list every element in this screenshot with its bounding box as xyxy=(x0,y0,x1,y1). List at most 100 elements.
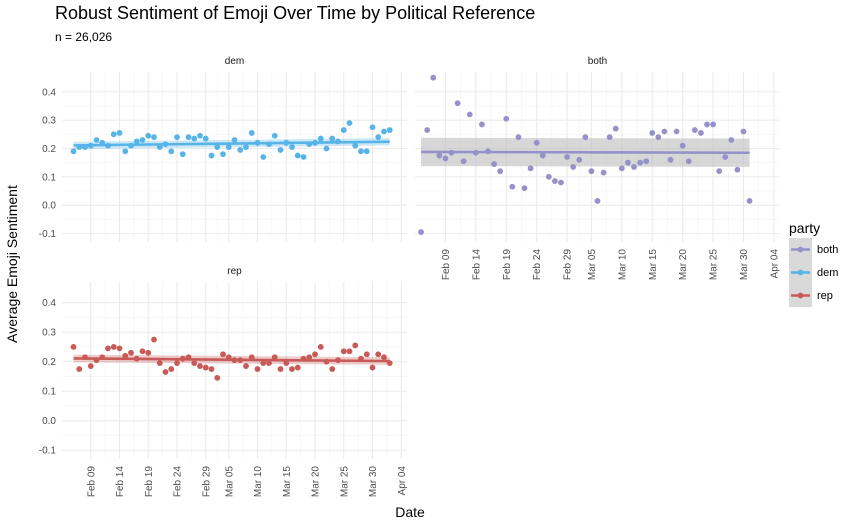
data-point-both xyxy=(479,121,485,128)
data-point-dem xyxy=(214,144,221,150)
data-point-rep xyxy=(208,366,215,372)
data-point-dem xyxy=(289,144,295,150)
data-point-dem xyxy=(185,134,192,141)
data-point-rep xyxy=(363,351,370,358)
data-point-dem xyxy=(243,144,249,150)
data-point-dem xyxy=(260,154,267,160)
x-tick-label: Feb 19 xyxy=(502,249,513,281)
y-tick-label: 0.1 xyxy=(42,172,56,183)
x-tick-label: Feb 09 xyxy=(86,466,97,498)
y-tick-label: -0.1 xyxy=(39,229,57,240)
x-tick-label: Mar 05 xyxy=(224,466,235,498)
data-point-dem xyxy=(358,148,364,155)
data-point-both xyxy=(442,155,449,162)
data-point-dem xyxy=(352,142,359,149)
data-point-both xyxy=(430,74,437,81)
data-point-dem xyxy=(237,147,244,153)
data-point-rep xyxy=(145,349,152,356)
data-point-rep xyxy=(156,360,163,367)
x-tick-label: Mar 30 xyxy=(368,466,379,498)
data-point-rep xyxy=(105,345,111,352)
data-point-dem xyxy=(323,145,330,152)
facet-strip-label: dem xyxy=(225,56,244,67)
x-tick-label: Mar 15 xyxy=(648,249,659,281)
facet-strip-label: both xyxy=(588,56,607,67)
trend-line-dem xyxy=(73,140,390,147)
legend-point-rep xyxy=(797,292,804,299)
data-point-rep xyxy=(122,352,129,359)
data-point-dem xyxy=(225,144,232,150)
y-tick-label: 0.4 xyxy=(42,87,56,98)
data-point-dem xyxy=(208,152,215,159)
data-point-rep xyxy=(254,366,261,372)
data-point-dem xyxy=(294,152,301,159)
data-point-both xyxy=(424,127,431,133)
data-point-rep xyxy=(243,363,249,369)
data-point-both xyxy=(728,137,735,143)
facet-dem: dem -0.1 0.0 0.1 0.2 0.3 0.4 xyxy=(39,56,407,242)
x-tick-label: Mar 30 xyxy=(739,249,750,281)
data-point-both xyxy=(521,185,528,192)
data-point-dem xyxy=(386,127,393,133)
facet-rep: rep -0.1 0.0 0.1 0.2 0.3 0.4 Feb 09 Feb 14 Feb 19… xyxy=(39,266,408,497)
facet-strip-label: rep xyxy=(227,266,242,277)
data-point-dem xyxy=(220,151,226,158)
data-point-dem xyxy=(317,135,324,142)
data-point-both xyxy=(685,158,692,165)
data-point-both xyxy=(454,100,461,107)
data-point-dem xyxy=(139,137,146,143)
data-point-both xyxy=(576,156,583,163)
data-point-dem xyxy=(110,131,117,138)
x-tick-label: Mar 25 xyxy=(339,466,350,498)
data-point-both xyxy=(600,169,607,176)
data-point-both xyxy=(691,127,698,133)
y-tick-label: 0.3 xyxy=(42,116,56,127)
data-point-rep xyxy=(375,351,382,358)
data-point-both xyxy=(497,168,504,175)
y-tick-label: 0.3 xyxy=(42,328,56,339)
x-tick-label: Mar 20 xyxy=(311,466,322,498)
data-point-dem xyxy=(363,148,370,155)
x-tick-label: Mar 10 xyxy=(253,466,264,498)
data-point-dem xyxy=(93,137,100,143)
data-point-dem xyxy=(122,148,129,155)
data-point-rep xyxy=(110,344,117,350)
x-tick-label: Feb 19 xyxy=(144,466,155,498)
data-point-rep xyxy=(87,363,94,369)
data-point-both xyxy=(558,179,564,186)
x-tick-label: Feb 14 xyxy=(471,249,482,281)
data-point-dem xyxy=(179,151,186,158)
x-tick-label: Feb 29 xyxy=(563,249,574,281)
data-point-rep xyxy=(220,351,226,358)
data-point-rep xyxy=(202,364,209,371)
data-point-dem xyxy=(271,132,278,139)
data-point-rep xyxy=(139,348,146,355)
data-point-both xyxy=(570,164,577,170)
data-point-rep xyxy=(197,363,203,369)
data-point-rep xyxy=(162,369,169,375)
data-point-both xyxy=(533,139,540,146)
data-point-both xyxy=(436,152,443,159)
data-point-both xyxy=(418,229,424,235)
facet-panels: dem -0.1 0.0 0.1 0.2 0.3 0.4 both Feb 09 Feb 14 Fe… xyxy=(39,56,781,497)
data-point-rep xyxy=(214,374,221,381)
data-point-rep xyxy=(329,366,336,372)
data-point-rep xyxy=(76,366,83,372)
x-tick-label: Feb 14 xyxy=(115,466,126,498)
chart-title: Robust Sentiment of Emoji Over Time by P… xyxy=(55,3,535,23)
trend-line-both xyxy=(421,150,750,155)
legend-label-rep: rep xyxy=(817,290,833,302)
data-point-both xyxy=(722,154,729,160)
x-tick-label: Apr 04 xyxy=(769,249,780,279)
data-point-both xyxy=(564,154,570,160)
data-point-rep xyxy=(174,360,180,367)
data-point-both xyxy=(606,134,613,141)
data-point-both xyxy=(466,111,473,118)
data-point-both xyxy=(667,156,674,163)
x-tick-label: Mar 20 xyxy=(678,249,689,281)
x-tick-label: Feb 24 xyxy=(173,466,184,498)
y-tick-label: -0.1 xyxy=(39,446,57,457)
data-point-both xyxy=(655,134,662,141)
data-point-dem xyxy=(381,128,387,135)
y-tick-label: 0.2 xyxy=(42,144,56,155)
